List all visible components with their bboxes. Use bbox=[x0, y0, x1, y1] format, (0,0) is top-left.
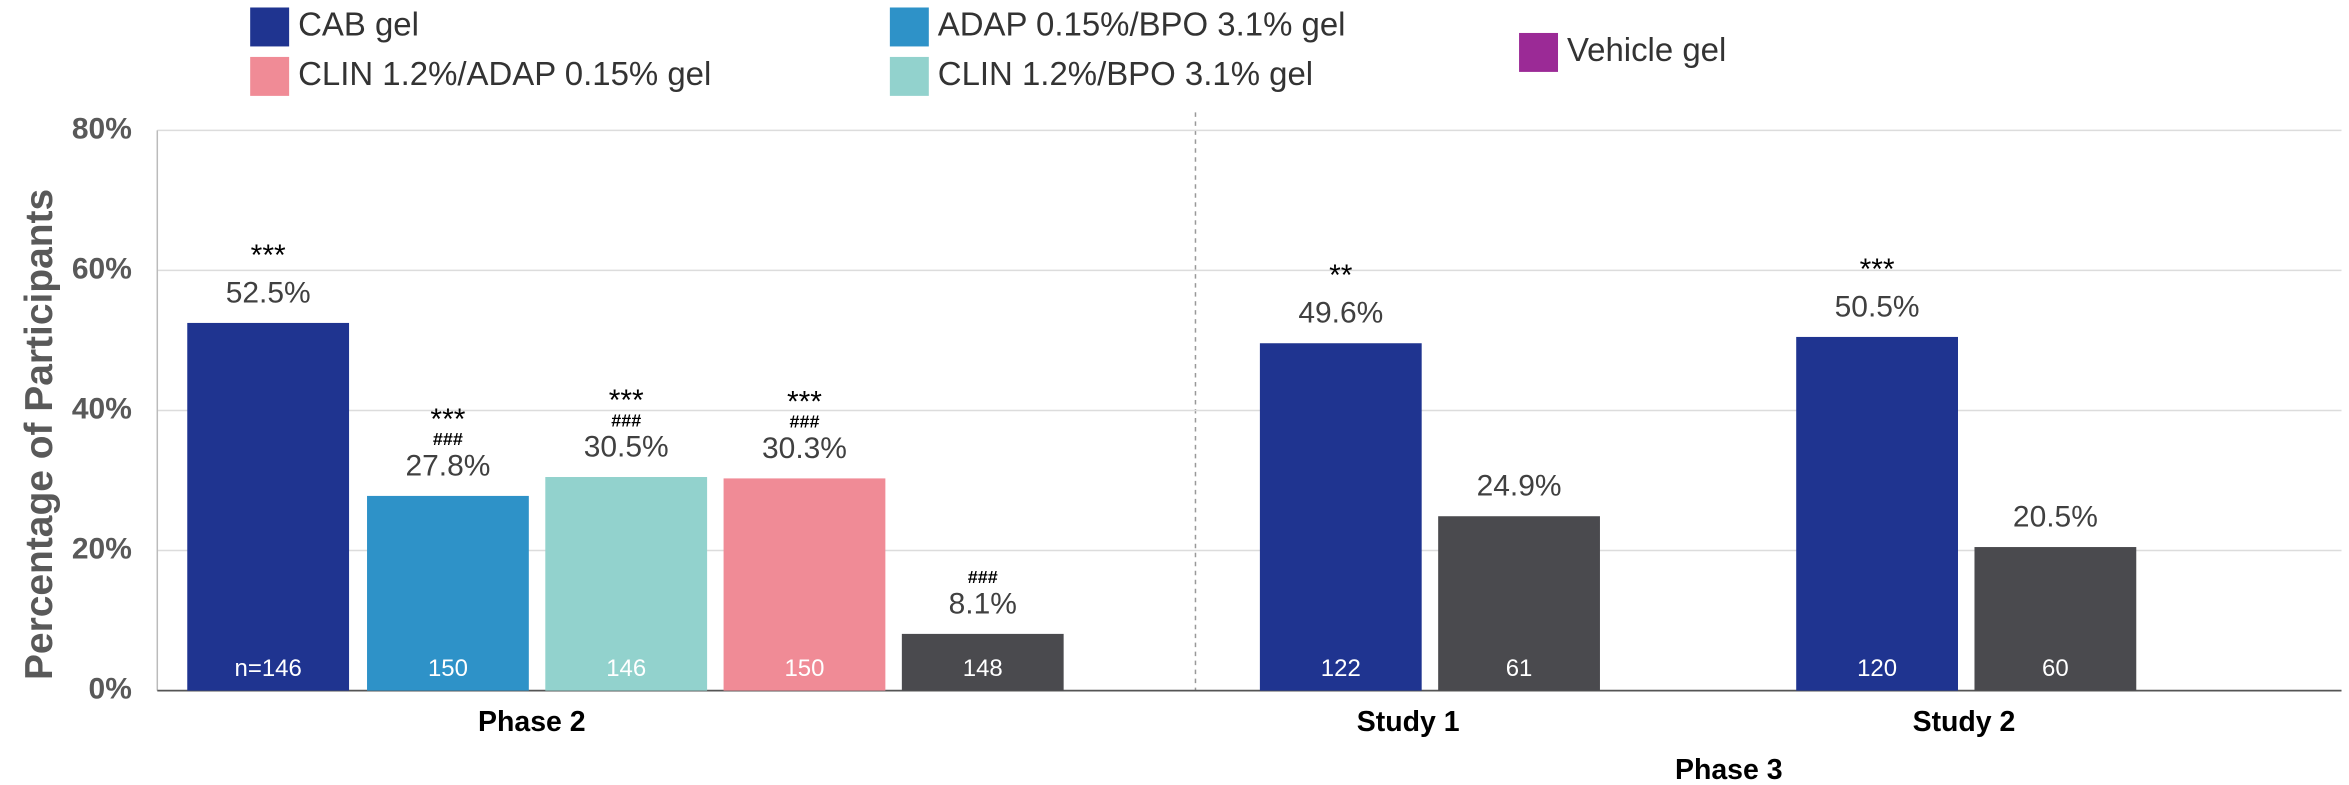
significance-mark: *** bbox=[251, 239, 286, 272]
n-label: 60 bbox=[2042, 655, 2069, 682]
value-label: 27.8% bbox=[405, 449, 490, 482]
value-label: 49.6% bbox=[1298, 297, 1383, 330]
n-label: 150 bbox=[784, 655, 824, 682]
legend-swatch bbox=[889, 7, 929, 47]
bar bbox=[1438, 516, 1600, 691]
legend-swatch bbox=[250, 7, 290, 47]
legend-label: CLIN 1.2%/BPO 3.1% gel bbox=[938, 55, 1313, 92]
legend-label: Vehicle gel bbox=[1567, 31, 1726, 68]
y-tick-label: 60% bbox=[72, 252, 132, 285]
vs-vehicle-mark: ### bbox=[789, 412, 819, 432]
n-label: 122 bbox=[1321, 655, 1361, 682]
significance-mark: *** bbox=[1860, 253, 1895, 286]
x-tick-label: Study 1 bbox=[1357, 706, 1460, 738]
vs-vehicle-mark: ### bbox=[433, 429, 463, 449]
bar bbox=[1974, 547, 2137, 691]
legend-label: CAB gel bbox=[298, 6, 419, 43]
y-axis-label: Percentage of Participants bbox=[18, 189, 61, 680]
n-label: 120 bbox=[1857, 655, 1897, 682]
legend-swatch bbox=[1519, 32, 1559, 72]
n-label: 150 bbox=[428, 655, 468, 682]
significance-mark: *** bbox=[787, 385, 822, 418]
bar bbox=[1796, 336, 1958, 691]
bar bbox=[1259, 343, 1422, 691]
legend-swatch bbox=[889, 56, 929, 96]
bar bbox=[187, 322, 350, 691]
group-label: Phase 3 bbox=[1675, 754, 1783, 785]
n-label: n=146 bbox=[235, 655, 302, 682]
legend-swatch bbox=[250, 56, 290, 96]
n-label: 146 bbox=[606, 655, 646, 682]
bar bbox=[723, 478, 886, 691]
bar bbox=[367, 495, 529, 691]
value-label: 24.9% bbox=[1477, 470, 1562, 503]
value-label: 30.3% bbox=[762, 432, 847, 465]
significance-mark: *** bbox=[430, 403, 465, 436]
vs-vehicle-mark: ### bbox=[968, 567, 998, 587]
value-label: 20.5% bbox=[2013, 501, 2098, 534]
x-tick-label: Phase 2 bbox=[478, 706, 586, 738]
value-label: 50.5% bbox=[1835, 290, 1920, 323]
significance-mark: *** bbox=[609, 384, 644, 417]
vs-vehicle-mark: ### bbox=[611, 410, 641, 430]
bar bbox=[545, 477, 708, 691]
n-label: 61 bbox=[1506, 655, 1533, 682]
legend-label: ADAP 0.15%/BPO 3.1% gel bbox=[938, 6, 1346, 43]
bar bbox=[901, 633, 1064, 691]
y-tick-label: 0% bbox=[89, 673, 132, 706]
x-tick-label: Study 2 bbox=[1913, 706, 2016, 738]
legend-label: CLIN 1.2%/ADAP 0.15% gel bbox=[298, 55, 711, 92]
value-label: 8.1% bbox=[949, 587, 1017, 620]
y-tick-label: 80% bbox=[72, 112, 132, 145]
y-tick-label: 40% bbox=[72, 392, 132, 425]
n-label: 148 bbox=[963, 655, 1003, 682]
significance-mark: ** bbox=[1329, 259, 1353, 292]
value-label: 52.5% bbox=[226, 276, 311, 309]
value-label: 30.5% bbox=[584, 430, 669, 463]
y-tick-label: 20% bbox=[72, 532, 132, 565]
